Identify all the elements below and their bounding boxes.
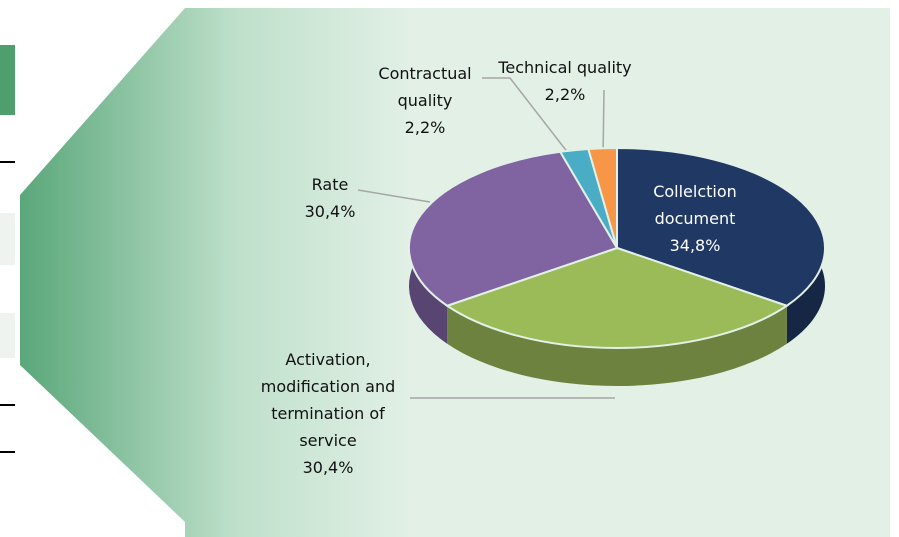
value-label: 34,8%: [669, 236, 721, 255]
side-box: [0, 313, 15, 358]
value-label: 2,2%: [544, 85, 586, 104]
leader-line: [482, 77, 573, 159]
value-label: 2,2%: [404, 118, 446, 137]
slice-shade: [447, 305, 787, 386]
side-tab: [0, 45, 15, 115]
slice-label: Rate 30,4%: [270, 171, 390, 225]
category-label: Activation, modification and termination…: [260, 350, 396, 450]
leader-lines: [357, 77, 615, 399]
slice-side: [447, 305, 787, 386]
slice: [587, 146, 618, 249]
value-label: 30,4%: [304, 202, 356, 221]
slice: [408, 150, 619, 307]
side-box: [0, 213, 15, 265]
value-label: 30,4%: [302, 458, 354, 477]
category-label: Collelction document: [653, 182, 737, 228]
slice-label: Activation, modification and termination…: [248, 346, 408, 481]
slice: [616, 146, 826, 307]
slice: [444, 246, 790, 349]
slice-label: Collelction document 34,8%: [635, 178, 755, 259]
category-label: Rate: [311, 175, 349, 194]
category-label: Contractual quality: [378, 64, 472, 110]
leader-line: [602, 89, 605, 159]
leader-line: [357, 189, 431, 203]
category-label: Technical quality: [498, 58, 632, 77]
slice-label: Technical quality 2,2%: [490, 54, 640, 108]
slice-label: Contractual quality 2,2%: [365, 60, 485, 141]
